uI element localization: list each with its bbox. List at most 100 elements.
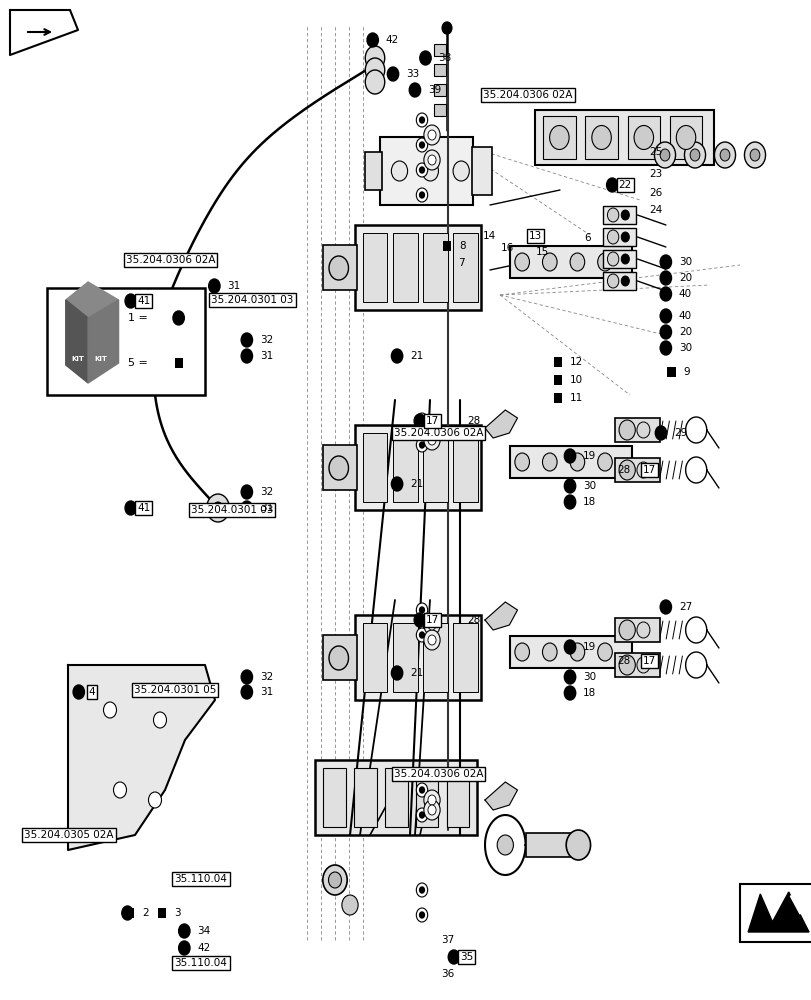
Text: 10: 10 (569, 375, 582, 385)
Circle shape (416, 628, 427, 642)
Circle shape (659, 255, 671, 269)
Circle shape (427, 425, 436, 435)
Circle shape (153, 712, 166, 728)
Circle shape (125, 501, 136, 515)
Circle shape (423, 630, 440, 650)
Circle shape (416, 113, 427, 127)
Circle shape (416, 783, 427, 797)
Bar (433, 44, 446, 56)
Text: 42: 42 (197, 943, 210, 953)
Bar (453, 433, 477, 502)
Circle shape (416, 883, 427, 897)
Text: 22: 22 (618, 180, 631, 190)
Bar (614, 618, 659, 642)
Bar (553, 357, 561, 367)
Text: 5 =: 5 = (128, 358, 152, 368)
Bar (322, 635, 356, 680)
Text: 15: 15 (535, 247, 548, 257)
Bar (393, 623, 417, 692)
Circle shape (564, 670, 575, 684)
Text: 35: 35 (460, 952, 473, 962)
Circle shape (73, 685, 84, 699)
Bar (354, 225, 480, 310)
Circle shape (441, 22, 451, 34)
Circle shape (569, 643, 584, 661)
Circle shape (419, 632, 424, 638)
Bar (365, 152, 381, 190)
Circle shape (178, 924, 190, 938)
Bar (423, 623, 447, 692)
Polygon shape (484, 410, 517, 438)
Text: 32: 32 (260, 487, 272, 497)
Text: KIT: KIT (71, 356, 84, 362)
Text: 12: 12 (569, 357, 582, 367)
Text: 30: 30 (678, 257, 691, 267)
Text: 35.204.0306 02A: 35.204.0306 02A (393, 428, 483, 438)
Circle shape (416, 138, 427, 152)
Bar (553, 393, 561, 403)
Circle shape (419, 192, 424, 198)
Text: 4: 4 (88, 687, 95, 697)
Circle shape (103, 702, 116, 718)
Bar (509, 636, 631, 668)
Text: 17: 17 (426, 615, 439, 625)
Circle shape (365, 70, 384, 94)
Circle shape (323, 865, 347, 895)
Circle shape (620, 210, 629, 220)
Bar (423, 433, 447, 502)
Circle shape (606, 178, 617, 192)
Circle shape (365, 58, 384, 82)
Text: 21: 21 (410, 351, 423, 361)
Bar (433, 84, 446, 96)
Circle shape (514, 453, 529, 471)
Bar (433, 104, 446, 116)
Circle shape (676, 126, 695, 150)
Circle shape (173, 311, 184, 325)
Circle shape (423, 430, 440, 450)
Bar (423, 233, 447, 302)
Circle shape (569, 453, 584, 471)
Circle shape (636, 462, 649, 478)
Circle shape (241, 670, 252, 684)
Text: 26: 26 (649, 188, 662, 198)
Bar (453, 623, 477, 692)
Circle shape (391, 477, 402, 491)
Circle shape (659, 325, 671, 339)
Bar (534, 110, 713, 165)
Circle shape (659, 600, 671, 614)
Text: 32: 32 (260, 672, 272, 682)
Text: 35.204.0306 02A: 35.204.0306 02A (483, 90, 572, 100)
Circle shape (423, 125, 440, 145)
Polygon shape (484, 782, 517, 810)
Circle shape (564, 479, 575, 493)
Bar (415, 768, 438, 827)
Polygon shape (484, 602, 517, 630)
Text: 13: 13 (529, 231, 542, 241)
Text: 40: 40 (678, 311, 691, 321)
Text: 3: 3 (174, 908, 181, 918)
Bar (363, 233, 387, 302)
Bar (354, 615, 480, 700)
Circle shape (148, 792, 161, 808)
Circle shape (564, 686, 575, 700)
Text: 8: 8 (459, 241, 466, 251)
Bar (322, 245, 356, 290)
Circle shape (542, 643, 556, 661)
Text: 35.204.0306 02A: 35.204.0306 02A (393, 769, 483, 779)
Circle shape (419, 117, 424, 123)
Circle shape (620, 276, 629, 286)
Bar (603, 272, 635, 290)
Circle shape (328, 872, 341, 888)
Circle shape (241, 333, 252, 347)
Text: 34: 34 (197, 926, 210, 936)
Circle shape (618, 420, 634, 440)
Bar (585, 116, 617, 159)
Circle shape (328, 456, 348, 480)
Bar (440, 813, 454, 825)
Text: 32: 32 (260, 335, 272, 345)
Bar (354, 768, 376, 827)
Circle shape (409, 83, 420, 97)
Text: 1 =: 1 = (128, 313, 152, 323)
Circle shape (496, 835, 513, 855)
Text: KIT: KIT (94, 356, 107, 362)
